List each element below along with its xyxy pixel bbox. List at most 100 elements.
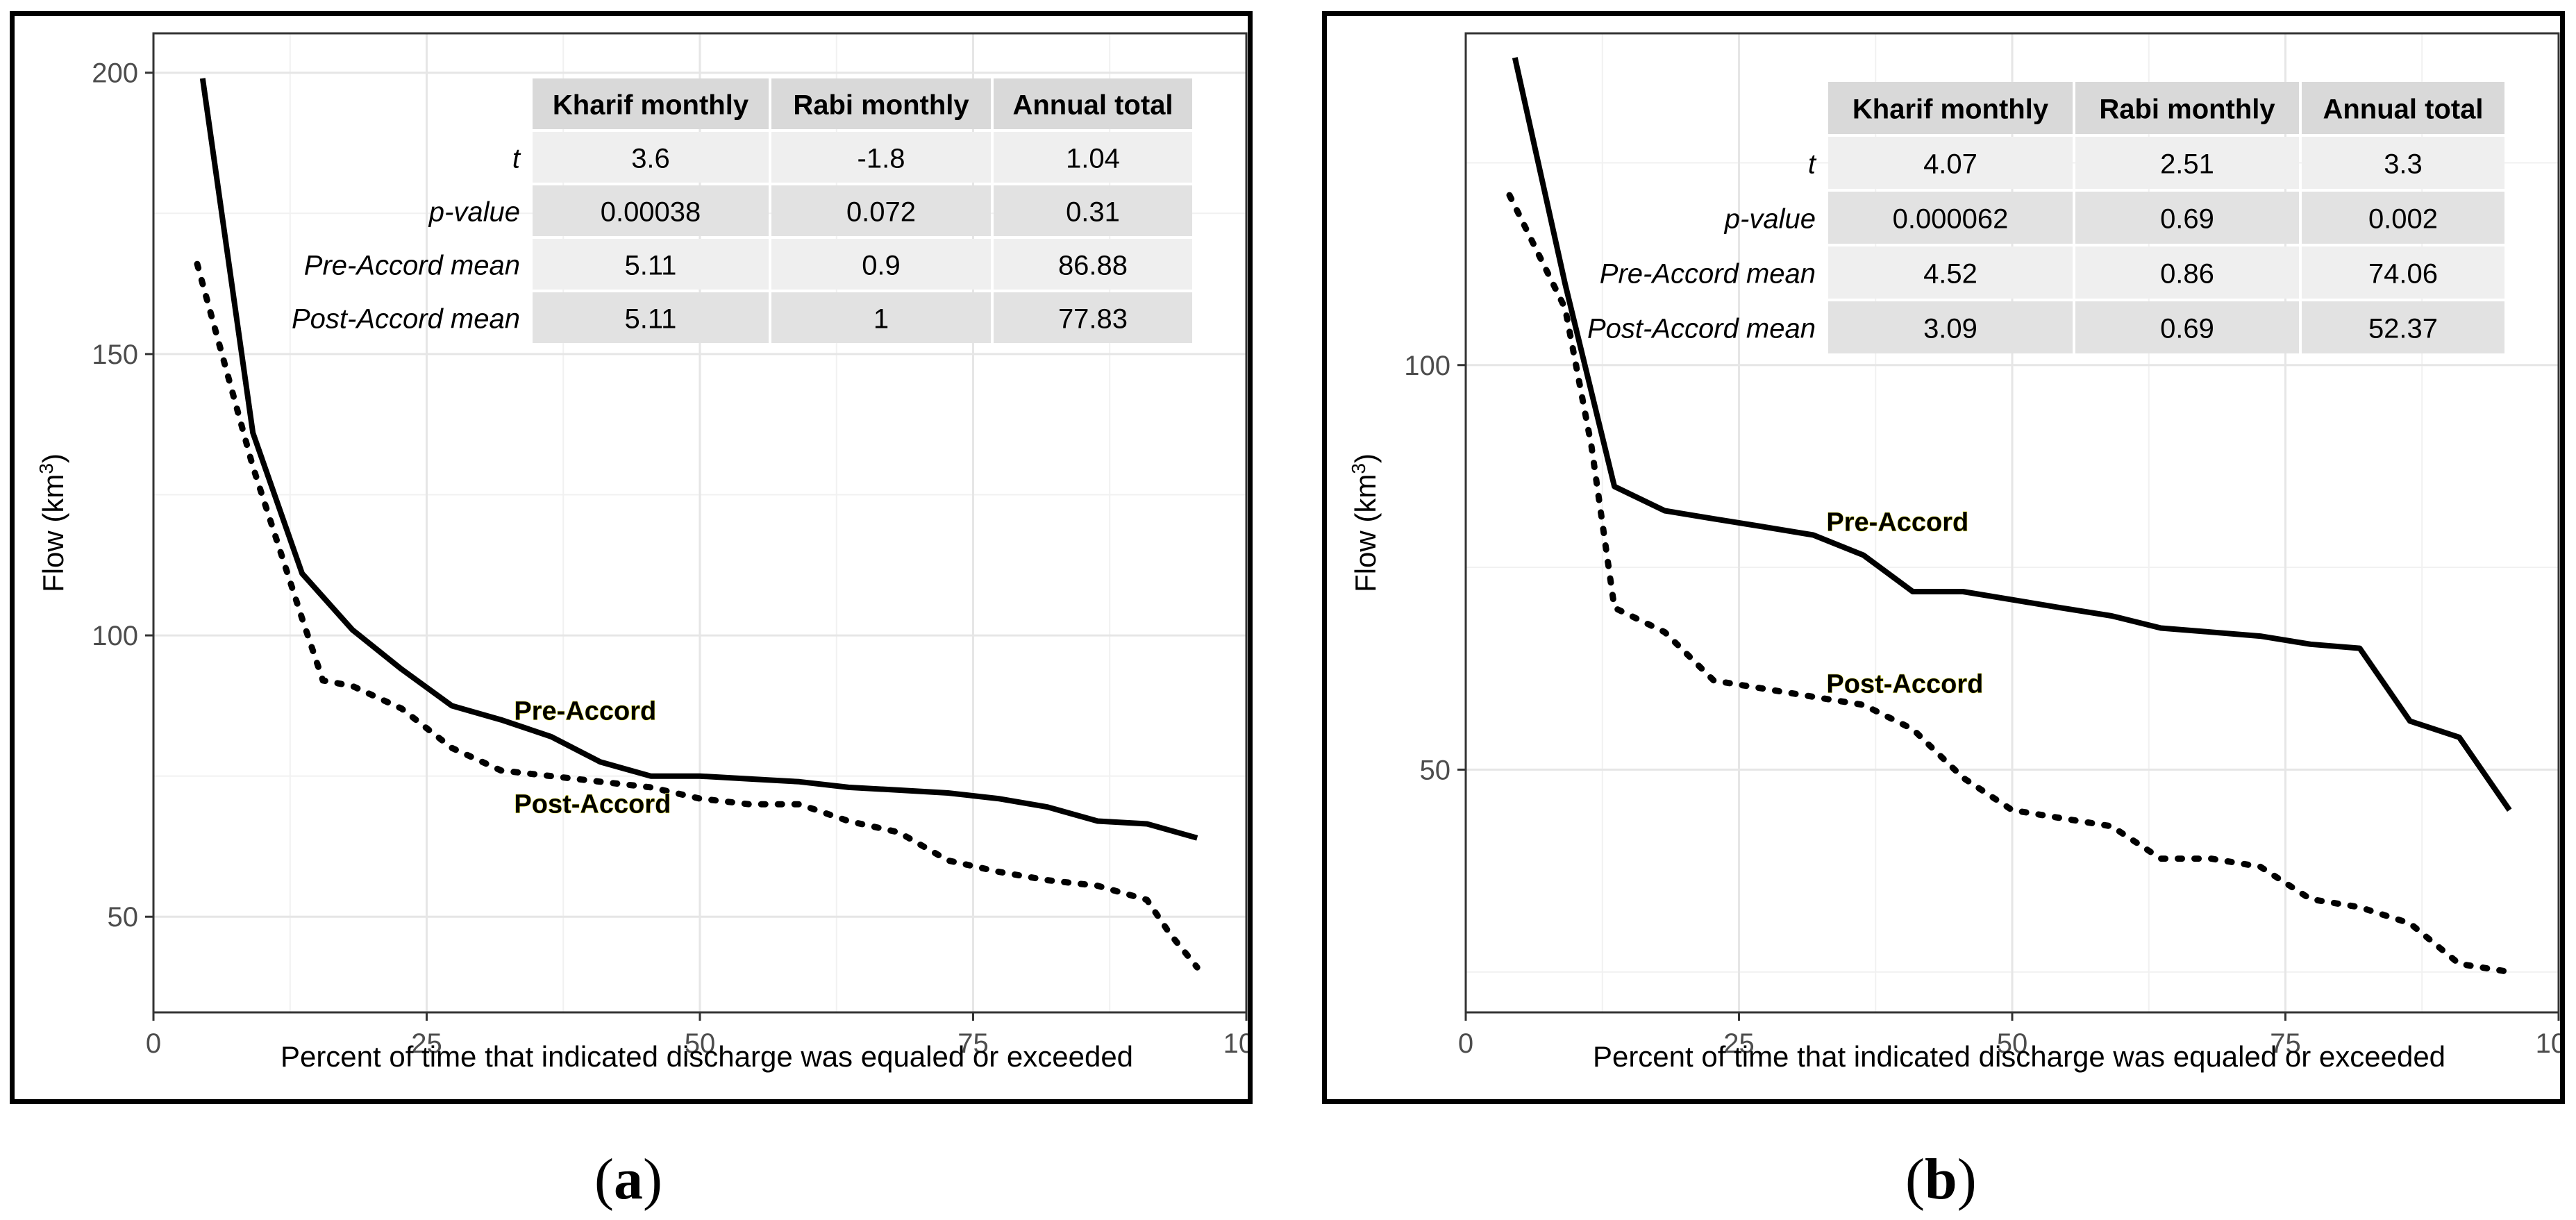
table-header-cell — [771, 78, 991, 129]
table-cell — [2075, 192, 2299, 244]
table-cell — [533, 292, 769, 343]
table-cell-value: 74.06 — [2368, 259, 2438, 290]
table-cell-value: -1.8 — [858, 144, 905, 174]
x-tick-label: 100 — [2536, 1028, 2560, 1059]
table-cell-value: 86.88 — [1058, 251, 1128, 281]
table-cell — [1828, 137, 2073, 189]
table-cell-value: 52.37 — [2368, 314, 2438, 344]
table-cell — [2302, 137, 2504, 189]
table-header-label: Kharif monthly — [1852, 94, 2049, 125]
chart-a-svg: 0 25 50 75 100 50 100 150 200 Percent of time tha… — [35, 32, 1248, 1073]
table-row-label: p-value — [1724, 204, 1816, 235]
table-cell-value: 0.000062 — [1893, 204, 2009, 235]
table-cell — [533, 185, 769, 236]
table-header-label: Rabi monthly — [793, 90, 969, 121]
y-axis-title: Flow (km3) — [1348, 453, 1382, 592]
table-header-cell — [2302, 82, 2504, 134]
table-cell — [771, 185, 991, 236]
post-accord-line — [194, 260, 1201, 971]
chart-panel-b: 0 25 50 75 100 50 100 Percent of time that indi… — [1322, 11, 2565, 1104]
subfigure-caption-b: (b) — [1905, 1147, 1977, 1212]
table-cell-value: 3.6 — [631, 144, 670, 174]
x-tick-label: 75 — [957, 1028, 989, 1059]
table-cell — [994, 132, 1192, 183]
table-row-label: Pre-Accord mean — [1600, 259, 1816, 290]
table-header-label: Rabi monthly — [2099, 94, 2275, 125]
table-cell — [771, 239, 991, 290]
x-tick-label: 100 — [1223, 1028, 1248, 1059]
table-cell-value: 0.69 — [2160, 204, 2214, 235]
table-row-label: t — [512, 144, 521, 174]
table-cell — [2075, 246, 2299, 299]
table-cell — [771, 292, 991, 343]
table-cell-value: 0.072 — [846, 197, 916, 228]
table-cell — [2075, 137, 2299, 189]
table-cell-value: 5.11 — [625, 304, 677, 335]
table-cell — [533, 132, 769, 183]
x-tick-label: 75 — [2270, 1028, 2301, 1059]
x-tick-label: 0 — [1458, 1028, 1473, 1059]
pre-accord-line — [199, 78, 1198, 841]
table-cell — [1828, 246, 2073, 299]
table-cell-value: 0.9 — [862, 251, 901, 281]
x-axis-title: Percent of time that indicated discharge… — [1593, 1040, 2445, 1073]
table-cell — [2302, 192, 2504, 244]
table-cell-value: 0.002 — [2368, 204, 2438, 235]
y-tick-label: 100 — [1404, 351, 1450, 381]
x-tick-label: 50 — [685, 1028, 716, 1059]
table-header-cell — [1828, 82, 2073, 134]
table-cell — [533, 239, 769, 290]
table-cell — [771, 132, 991, 183]
table-cell-value: 3.09 — [1923, 314, 1977, 344]
table-cell-value: 4.07 — [1923, 149, 1977, 180]
table-cell-value: 4.52 — [1923, 259, 1977, 290]
chart-panel-a: 0 25 50 75 100 50 100 150 200 Percent of time tha… — [10, 11, 1253, 1104]
table-row-label: p-value — [428, 197, 520, 228]
annotation-post-accord: Post-Accord — [1826, 670, 1983, 699]
subfigure-caption-a: (a) — [594, 1147, 662, 1212]
table-cell — [1828, 301, 2073, 353]
x-tick-label: 0 — [146, 1028, 161, 1059]
annotation-pre-accord: Pre-Accord — [514, 697, 656, 726]
table-cell — [994, 185, 1192, 236]
table-cell-value: 0.86 — [2160, 259, 2214, 290]
y-tick-label: 200 — [92, 58, 138, 89]
table-row-label: t — [1808, 149, 1817, 180]
table-cell — [2075, 301, 2299, 353]
table-row-label: Pre-Accord mean — [304, 251, 520, 281]
table-cell-value: 77.83 — [1058, 304, 1128, 335]
x-axis-title: Percent of time that indicated discharge… — [281, 1040, 1133, 1073]
y-tick-label: 100 — [92, 621, 138, 651]
y-tick-label: 150 — [92, 340, 138, 370]
x-tick-label: 25 — [1723, 1028, 1755, 1059]
table-cell — [994, 292, 1192, 343]
pre-accord-line — [1512, 57, 2512, 812]
table-cell — [1828, 192, 2073, 244]
table-cell-value: 1.04 — [1066, 144, 1120, 174]
table-cell — [2302, 246, 2504, 299]
annotation-post-accord: Post-Accord — [514, 789, 671, 819]
table-cell-value: 3.3 — [2384, 149, 2423, 180]
x-tick-label: 50 — [1997, 1028, 2028, 1059]
table-row-label: Post-Accord mean — [1587, 314, 1816, 344]
table-cell-value: 0.69 — [2160, 314, 2214, 344]
table-header-label: Annual total — [1012, 90, 1173, 121]
table-header-label: Kharif monthly — [553, 90, 749, 121]
chart-b-svg: 0 25 50 75 100 50 100 Percent of time that indi… — [1348, 32, 2560, 1073]
table-row-label: Post-Accord mean — [292, 304, 520, 335]
table-cell-value: 0.31 — [1066, 197, 1120, 228]
table-cell — [994, 239, 1192, 290]
table-cell-value: 1 — [873, 304, 889, 335]
table-cell — [2302, 301, 2504, 353]
table-header-cell — [994, 78, 1192, 129]
table-cell-value: 0.00038 — [601, 197, 701, 228]
table-header-cell — [2075, 82, 2299, 134]
y-tick-label: 50 — [108, 902, 139, 933]
y-axis-title: Flow (km3) — [35, 453, 70, 592]
annotation-pre-accord: Pre-Accord — [1826, 508, 1968, 537]
x-tick-label: 25 — [411, 1028, 442, 1059]
table-cell-value: 5.11 — [625, 251, 677, 281]
table-cell-value: 2.51 — [2160, 149, 2214, 180]
table-header-cell — [533, 78, 769, 129]
y-tick-label: 50 — [1420, 755, 1451, 785]
